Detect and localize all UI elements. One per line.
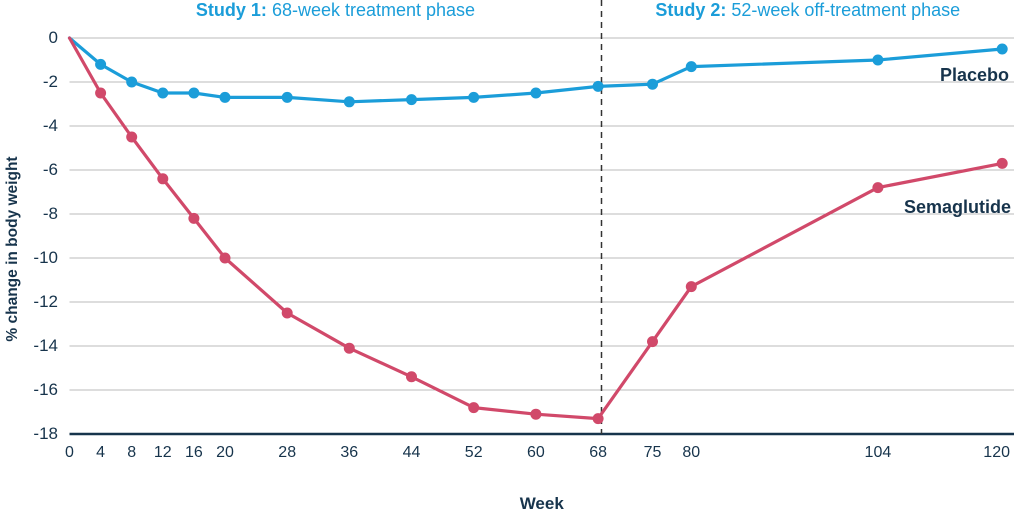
svg-text:12: 12 xyxy=(154,444,172,461)
svg-text:44: 44 xyxy=(403,444,421,461)
svg-text:-6: -6 xyxy=(43,160,58,179)
svg-text:60: 60 xyxy=(527,444,545,461)
svg-text:28: 28 xyxy=(278,444,296,461)
svg-text:Study 1: 68-week treatment pha: Study 1: 68-week treatment phase xyxy=(196,0,475,20)
svg-text:-10: -10 xyxy=(33,248,58,267)
svg-text:80: 80 xyxy=(682,444,700,461)
svg-text:0: 0 xyxy=(49,28,58,47)
svg-text:-8: -8 xyxy=(43,204,58,223)
svg-text:68: 68 xyxy=(589,444,607,461)
svg-text:Week: Week xyxy=(520,494,565,513)
svg-text:-18: -18 xyxy=(33,424,58,443)
svg-text:Semaglutide: Semaglutide xyxy=(904,197,1011,217)
svg-text:36: 36 xyxy=(340,444,358,461)
svg-text:4: 4 xyxy=(96,444,105,461)
svg-text:0: 0 xyxy=(65,444,74,461)
svg-text:20: 20 xyxy=(216,444,234,461)
svg-text:-12: -12 xyxy=(33,292,58,311)
svg-text:Study 2: 52-week off-treatment: Study 2: 52-week off-treatment phase xyxy=(655,0,960,20)
svg-text:104: 104 xyxy=(865,444,892,461)
svg-text:-4: -4 xyxy=(43,116,58,135)
svg-text:-14: -14 xyxy=(33,336,58,355)
svg-text:-2: -2 xyxy=(43,72,58,91)
svg-text:120: 120 xyxy=(983,444,1010,461)
svg-text:75: 75 xyxy=(644,444,662,461)
svg-text:8: 8 xyxy=(127,444,136,461)
svg-text:-16: -16 xyxy=(33,380,58,399)
svg-text:52: 52 xyxy=(465,444,483,461)
svg-text:Placebo: Placebo xyxy=(940,65,1009,85)
svg-text:16: 16 xyxy=(185,444,203,461)
